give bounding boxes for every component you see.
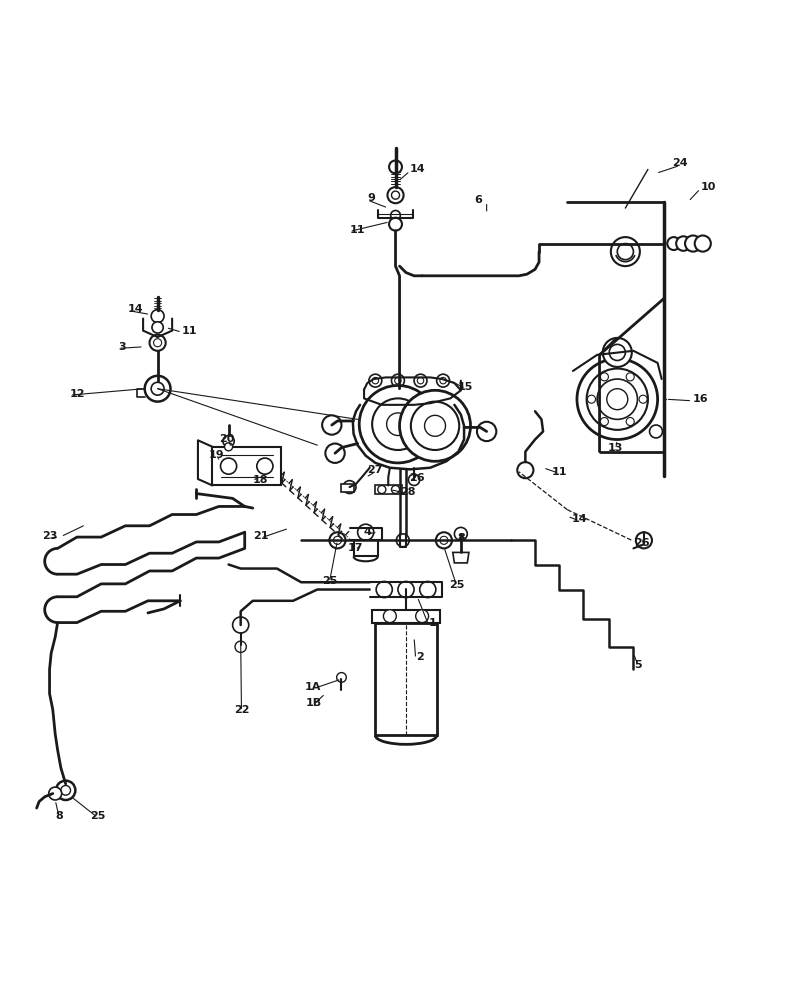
Circle shape [221, 458, 236, 474]
Circle shape [396, 534, 409, 547]
Circle shape [610, 237, 639, 266]
Circle shape [375, 581, 392, 598]
Text: 1: 1 [428, 618, 436, 628]
Text: 5: 5 [633, 660, 642, 670]
Text: 20: 20 [219, 434, 234, 444]
Text: 12: 12 [70, 389, 85, 399]
Text: 25: 25 [448, 580, 464, 590]
Circle shape [56, 781, 75, 800]
Text: 25: 25 [90, 811, 105, 821]
Bar [371, 610, 440, 623]
Text: 27: 27 [367, 465, 383, 475]
Text: 26: 26 [633, 538, 650, 548]
Polygon shape [212, 447, 281, 485]
Circle shape [387, 187, 403, 203]
Polygon shape [453, 552, 468, 563]
Circle shape [676, 236, 690, 251]
Circle shape [599, 418, 607, 426]
Circle shape [625, 418, 633, 426]
Text: 23: 23 [42, 531, 57, 541]
Circle shape [368, 374, 381, 387]
Text: 14: 14 [410, 164, 425, 174]
Circle shape [343, 481, 355, 494]
Text: 1B: 1B [305, 698, 321, 708]
Text: 2: 2 [415, 652, 423, 662]
Text: 4: 4 [363, 527, 371, 537]
Circle shape [322, 415, 341, 435]
Text: 15: 15 [457, 382, 473, 392]
Circle shape [408, 474, 419, 485]
Text: 14: 14 [127, 304, 144, 314]
Circle shape [436, 532, 452, 548]
Text: 19: 19 [208, 450, 224, 460]
Text: 8: 8 [55, 811, 63, 821]
Text: 11: 11 [349, 225, 365, 235]
Circle shape [397, 581, 414, 598]
Circle shape [390, 210, 400, 220]
Circle shape [577, 359, 657, 440]
Circle shape [388, 160, 401, 173]
Circle shape [414, 374, 427, 387]
Circle shape [667, 237, 680, 250]
Circle shape [399, 390, 470, 461]
Bar [375, 623, 436, 735]
Circle shape [454, 527, 466, 540]
Circle shape [625, 373, 633, 381]
Text: 25: 25 [321, 576, 337, 586]
Text: 14: 14 [571, 514, 586, 524]
Circle shape [517, 462, 533, 478]
Circle shape [358, 385, 436, 463]
Circle shape [337, 673, 346, 682]
Circle shape [684, 235, 700, 252]
Circle shape [602, 338, 631, 367]
Text: 26: 26 [408, 473, 424, 483]
Circle shape [357, 524, 373, 540]
Text: 13: 13 [607, 443, 623, 453]
Circle shape [225, 443, 232, 451]
Circle shape [329, 532, 345, 548]
Circle shape [694, 235, 710, 252]
Circle shape [476, 422, 496, 441]
Circle shape [635, 532, 651, 548]
Text: 28: 28 [399, 487, 415, 497]
Text: 1A: 1A [305, 682, 321, 692]
Circle shape [149, 335, 165, 351]
Circle shape [649, 425, 662, 438]
Circle shape [325, 444, 345, 463]
Polygon shape [375, 485, 401, 494]
Text: 22: 22 [234, 705, 249, 715]
Circle shape [599, 373, 607, 381]
Circle shape [586, 395, 594, 403]
Text: 6: 6 [474, 195, 482, 205]
Circle shape [151, 310, 164, 323]
Circle shape [223, 435, 234, 447]
Text: 17: 17 [347, 543, 363, 553]
Circle shape [144, 376, 170, 402]
Text: 10: 10 [700, 182, 714, 192]
Circle shape [638, 395, 646, 403]
Polygon shape [341, 484, 353, 492]
Text: 9: 9 [367, 193, 375, 203]
Circle shape [152, 322, 163, 333]
Text: 16: 16 [692, 394, 707, 404]
Text: 18: 18 [252, 475, 268, 485]
Text: 21: 21 [253, 531, 268, 541]
Circle shape [419, 581, 436, 598]
Text: 11: 11 [551, 467, 566, 477]
Text: 24: 24 [672, 158, 687, 168]
Circle shape [49, 787, 62, 800]
Circle shape [391, 374, 404, 387]
Circle shape [415, 610, 428, 623]
Circle shape [436, 374, 449, 387]
Circle shape [232, 617, 248, 633]
Text: 3: 3 [118, 342, 126, 352]
Text: 11: 11 [182, 326, 197, 336]
Circle shape [234, 641, 246, 652]
Circle shape [383, 610, 396, 623]
Circle shape [388, 218, 401, 231]
Circle shape [256, 458, 272, 474]
Text: 8: 8 [457, 533, 464, 543]
